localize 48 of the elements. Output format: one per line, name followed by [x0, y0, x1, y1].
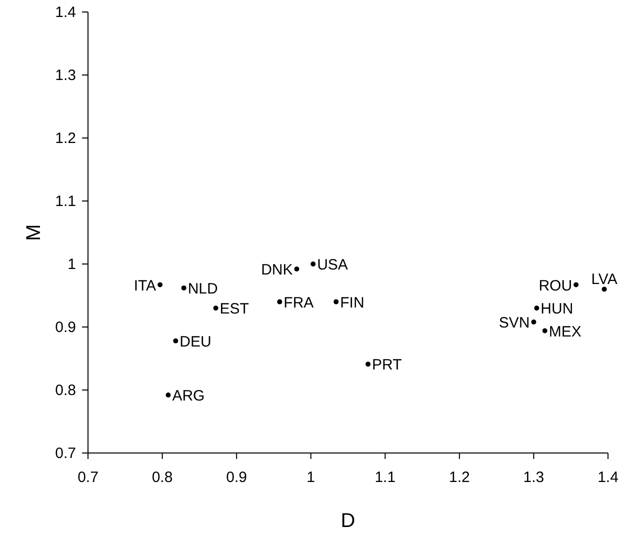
annotation: FRA [284, 294, 314, 312]
point [534, 306, 540, 311]
x-tick-label: 0.8 [152, 469, 173, 486]
point [574, 282, 579, 288]
point [166, 392, 171, 398]
annotation: EST [220, 300, 249, 318]
point [158, 282, 163, 288]
x-tick-label: 1 [306, 469, 316, 486]
annotation: DNK [261, 262, 293, 279]
annotation: SVN [498, 314, 530, 332]
annotation: MEX [548, 323, 582, 340]
y-tick-label: 1.1 [55, 193, 76, 210]
annotation: NLD [188, 280, 218, 298]
point [531, 319, 536, 324]
y-axis-title: M [23, 224, 45, 241]
annotation: ROU [538, 277, 572, 294]
y-tick-label: 0.8 [55, 382, 76, 399]
point [277, 299, 282, 304]
x-tick-label: 0.7 [78, 469, 98, 486]
annotation: ITA [134, 277, 156, 294]
point [213, 306, 218, 311]
y-tick-label: 1.2 [55, 130, 76, 147]
point [334, 299, 339, 304]
x-tick-label: 1.1 [374, 469, 396, 486]
y-tick-label: 1.3 [55, 67, 76, 84]
point [310, 262, 316, 266]
point [173, 338, 178, 344]
point [542, 328, 548, 334]
y-tick-label: 0.7 [55, 445, 76, 462]
point [602, 286, 607, 292]
annotation: LVA [591, 271, 618, 288]
annotation: HUN [540, 300, 574, 318]
x-axis-title: D [340, 510, 356, 532]
point [181, 285, 186, 290]
annotation: PRT [372, 356, 402, 374]
point [366, 362, 371, 367]
annotation: ARG [172, 388, 205, 405]
x-tick-label: 1.4 [598, 469, 618, 486]
x-tick-label: 0.9 [226, 469, 247, 486]
point [294, 266, 300, 272]
x-tick-label: 1.3 [523, 469, 544, 486]
y-tick-label: 1.4 [55, 4, 76, 21]
annotation: DEU [180, 333, 212, 350]
annotation: FIN [340, 294, 364, 312]
y-tick-label: 1 [68, 256, 76, 273]
y-tick-label: 0.9 [55, 319, 76, 336]
x-tick-label: 1.2 [449, 469, 470, 486]
annotation: USA [317, 256, 348, 274]
